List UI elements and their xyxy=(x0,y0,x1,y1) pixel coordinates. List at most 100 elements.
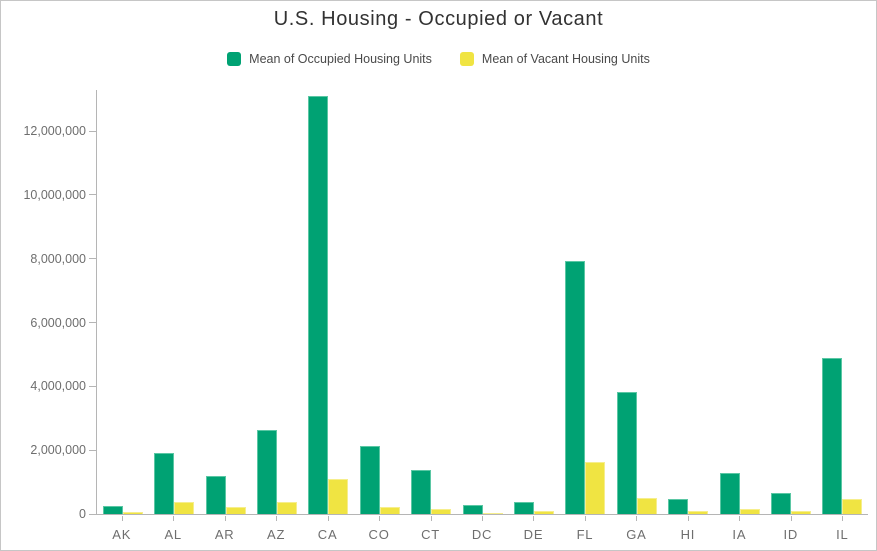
bar-occupied-co[interactable] xyxy=(359,446,380,514)
x-axis-label-ia: IA xyxy=(714,516,765,542)
bar-group-ar xyxy=(200,476,251,514)
bar-vacant-ct[interactable] xyxy=(431,509,452,514)
bar-vacant-ak[interactable] xyxy=(122,511,143,514)
bar-vacant-de[interactable] xyxy=(533,511,554,514)
bar-vacant-ar[interactable] xyxy=(225,507,246,514)
x-tick-mark xyxy=(482,516,484,521)
x-axis-label-co: CO xyxy=(353,516,404,542)
y-tick-label: 4,000,000 xyxy=(30,379,86,394)
legend-swatch-vacant-icon xyxy=(459,52,474,66)
bar-group-dc xyxy=(457,504,508,514)
x-axis-label-de: DE xyxy=(508,516,559,542)
bar-group-ia xyxy=(714,473,765,514)
legend-swatch-occupied-icon xyxy=(227,52,242,66)
x-axis-label-hi: HI xyxy=(662,516,713,542)
bar-occupied-hi[interactable] xyxy=(668,499,689,514)
x-axis-label-dc: DC xyxy=(456,516,507,542)
bar-vacant-hi[interactable] xyxy=(688,511,709,514)
x-axis-label-ak: AK xyxy=(96,516,147,542)
bar-group-ga xyxy=(611,391,662,514)
legend-label-vacant: Mean of Vacant Housing Units xyxy=(481,52,650,66)
bar-vacant-il[interactable] xyxy=(842,498,863,514)
legend: Mean of Occupied Housing Units Mean of V… xyxy=(1,52,876,66)
x-tick-mark xyxy=(842,516,844,521)
bar-occupied-de[interactable] xyxy=(513,502,534,514)
bar-occupied-ak[interactable] xyxy=(102,505,123,514)
bar-group-co xyxy=(354,446,405,514)
bar-vacant-id[interactable] xyxy=(790,511,811,514)
x-axis-label-il: IL xyxy=(817,516,868,542)
bar-group-id xyxy=(765,493,816,514)
x-axis-label-ca: CA xyxy=(302,516,353,542)
bar-vacant-fl[interactable] xyxy=(585,461,606,514)
y-tick-mark xyxy=(89,130,97,132)
bar-occupied-ct[interactable] xyxy=(411,469,432,514)
x-axis-label-az: AZ xyxy=(250,516,301,542)
x-tick-mark xyxy=(687,516,689,521)
y-tick-label: 12,000,000 xyxy=(23,124,86,139)
bar-group-il xyxy=(817,357,868,514)
bar-vacant-dc[interactable] xyxy=(482,512,503,514)
y-tick-label: 2,000,000 xyxy=(30,443,86,458)
bar-vacant-co[interactable] xyxy=(379,506,400,514)
bar-occupied-ar[interactable] xyxy=(205,476,226,514)
x-tick-mark xyxy=(636,516,638,521)
bar-group-al xyxy=(148,453,199,514)
y-tick-mark xyxy=(89,258,97,260)
bar-group-ca xyxy=(303,96,354,514)
bar-group-az xyxy=(251,429,302,514)
chart-title: U.S. Housing - Occupied or Vacant xyxy=(273,8,604,30)
x-tick-mark xyxy=(379,516,381,521)
x-axis-labels: AK AL AR AZ CA CO CT DC DE FL GA HI IA ID IL xyxy=(96,516,868,542)
x-axis-label-al: AL xyxy=(147,516,198,542)
legend-label-occupied: Mean of Occupied Housing Units xyxy=(249,52,432,66)
bar-occupied-ia[interactable] xyxy=(719,473,740,514)
x-tick-mark xyxy=(584,516,586,521)
x-axis-label-id: ID xyxy=(765,516,816,542)
bar-vacant-al[interactable] xyxy=(174,501,195,514)
bar-vacant-ia[interactable] xyxy=(739,509,760,514)
x-tick-mark xyxy=(790,516,792,521)
bar-group-de xyxy=(508,502,559,514)
y-tick-mark xyxy=(89,449,97,451)
bar-occupied-id[interactable] xyxy=(770,493,791,514)
y-tick-mark xyxy=(89,194,97,196)
y-tick-label: 0 xyxy=(79,507,86,521)
y-tick-label: 6,000,000 xyxy=(30,315,86,330)
x-axis-label-ct: CT xyxy=(405,516,456,542)
x-tick-mark xyxy=(224,516,226,521)
x-tick-mark xyxy=(430,516,432,521)
y-tick-mark xyxy=(89,322,97,324)
bar-group-fl xyxy=(560,260,611,514)
bar-occupied-ga[interactable] xyxy=(616,391,637,514)
y-tick-label: 8,000,000 xyxy=(30,251,86,266)
x-tick-mark xyxy=(173,516,175,521)
x-tick-mark xyxy=(276,516,278,521)
x-axis-label-ar: AR xyxy=(199,516,250,542)
bars-container xyxy=(97,90,868,514)
bar-vacant-ca[interactable] xyxy=(328,478,349,514)
plot-area: 0 2,000,000 4,000,000 6,000,000 8,000,000 10,… xyxy=(23,90,868,521)
bar-occupied-ca[interactable] xyxy=(308,96,329,514)
bar-group-ak xyxy=(97,505,148,514)
x-tick-mark xyxy=(121,516,123,521)
bar-group-hi xyxy=(662,499,713,514)
y-tick-label: 10,000,000 xyxy=(23,187,86,202)
bar-vacant-az[interactable] xyxy=(276,501,297,514)
bar-occupied-dc[interactable] xyxy=(462,504,483,514)
bar-occupied-al[interactable] xyxy=(154,453,175,514)
bar-occupied-az[interactable] xyxy=(256,429,277,514)
bar-occupied-fl[interactable] xyxy=(565,260,586,514)
x-tick-mark xyxy=(327,516,329,521)
x-axis-label-fl: FL xyxy=(559,516,610,542)
legend-item-vacant[interactable]: Mean of Vacant Housing Units xyxy=(459,52,650,66)
bar-vacant-ga[interactable] xyxy=(636,498,657,514)
bar-group-ct xyxy=(405,469,456,514)
x-tick-mark xyxy=(739,516,741,521)
x-axis-label-ga: GA xyxy=(611,516,662,542)
bar-occupied-il[interactable] xyxy=(822,357,843,514)
y-tick-mark xyxy=(89,385,97,387)
x-tick-mark xyxy=(533,516,535,521)
legend-item-occupied[interactable]: Mean of Occupied Housing Units xyxy=(227,52,432,66)
